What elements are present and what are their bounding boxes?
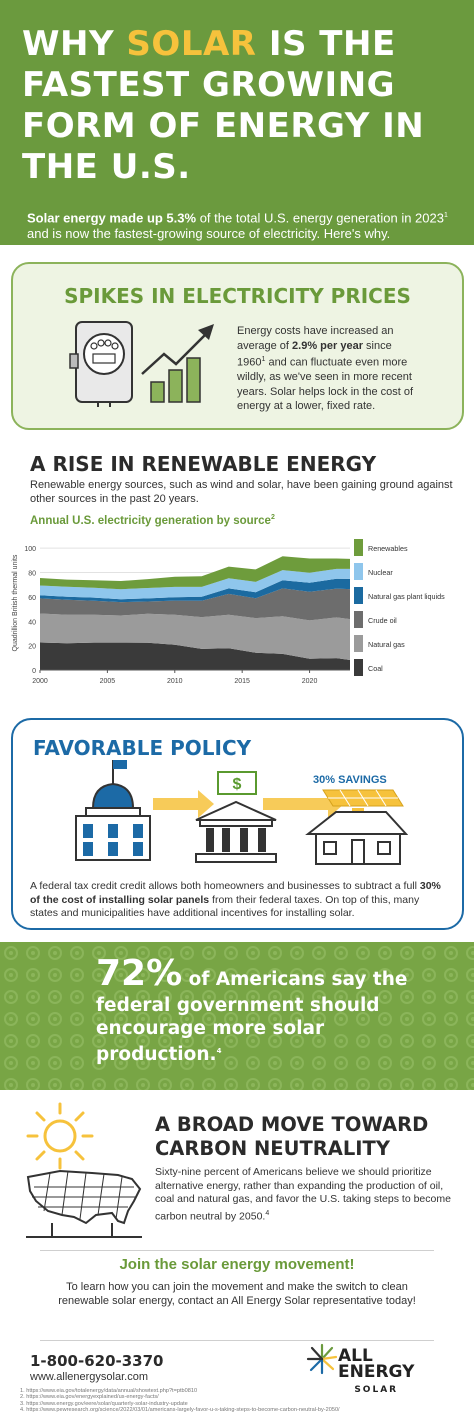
- company-logo: ALL ENERGY SOLAR: [338, 1348, 414, 1398]
- series-area-coal: [40, 642, 350, 670]
- logo-text: SOLAR: [354, 1385, 399, 1395]
- references: 1. https://www.eia.gov/totalenergy/data/…: [20, 1388, 460, 1414]
- y-tick-label: 0: [32, 668, 36, 675]
- legend-label: Natural gas: [368, 640, 405, 649]
- policy-flow-illustration: $: [75, 760, 408, 865]
- electricity-generation-chart: 0 20 40 60 80 100 2000 2005 2010 2015 2020 Quadrill…: [12, 539, 445, 685]
- footnote-ref: 1: [443, 212, 448, 219]
- subtitle-bold: Solar energy made up 5.3%: [27, 210, 197, 226]
- subtitle-text: of the total U.S. energy generation in 2…: [196, 210, 444, 226]
- statistic-band: 72% of Americans say the federal governm…: [0, 942, 474, 1090]
- arrow-icon: [153, 790, 214, 818]
- x-tick-label: 2005: [100, 678, 116, 685]
- legend-swatch: [354, 563, 363, 580]
- y-axis-label: Quadrillion British thermal units: [12, 554, 19, 651]
- statistic-percent: 72%: [96, 953, 183, 994]
- x-tick-label: 2000: [32, 678, 48, 685]
- text-bold: 2.9% per year: [292, 339, 363, 352]
- divider: [40, 1250, 434, 1251]
- subtitle-text: and is now the fastest-growing source of…: [27, 226, 391, 242]
- text-part: Energy costs have increased an average o…: [237, 325, 394, 352]
- series-area-natural-gas: [40, 613, 350, 660]
- series-area-nuclear: [40, 568, 350, 600]
- text-part: since 1960: [237, 339, 392, 369]
- carbon-text: Sixty-nine percent of Americans believe …: [155, 1166, 455, 1224]
- reference-item[interactable]: 4. https://www.pewresearch.org/science/2…: [20, 1407, 340, 1414]
- y-tick-label: 40: [28, 619, 36, 626]
- legend-label: Coal: [368, 664, 383, 673]
- x-tick-label: 2010: [167, 678, 183, 685]
- favorable-policy-card: FAVORABLE POLICY 30% SAVINGS $: [11, 718, 464, 930]
- reference-item[interactable]: 1. https://www.eia.gov/totalenergy/data/…: [20, 1388, 198, 1394]
- section-title: A BROAD MOVE TOWARD CARBON NEUTRALITY: [155, 1113, 429, 1160]
- x-tick-label: 2020: [302, 678, 318, 685]
- legend-swatch: [354, 587, 363, 604]
- x-tick-label: 2015: [234, 678, 250, 685]
- statistic-text: 72% of Americans say the federal governm…: [96, 954, 456, 1066]
- legend-label: Natural gas plant liquids: [368, 592, 445, 601]
- footnote-ref: 4: [216, 1047, 222, 1055]
- chart-title: Annual U.S. electricity generation by so…: [30, 514, 275, 527]
- policy-text: A federal tax credit credit allows both …: [30, 880, 450, 921]
- capitol-icon: [75, 760, 151, 861]
- legend-label: Nuclear: [368, 568, 393, 577]
- series-area-renewables: [40, 556, 350, 590]
- legend-swatch: [354, 659, 363, 676]
- sun-icon: [26, 1102, 94, 1170]
- bank-icon: $: [195, 771, 277, 863]
- series-area-crude-oil: [40, 588, 350, 621]
- svg-text:$: $: [233, 776, 242, 793]
- series-area-natural-gas-plant-liquids: [40, 578, 350, 603]
- title-part: IS THE FASTEST GROWING FORM OF ENERGY IN…: [22, 24, 425, 187]
- y-tick-label: 60: [28, 595, 36, 602]
- legend-label: Crude oil: [368, 616, 397, 625]
- phone-number[interactable]: 1-800-620-3370: [30, 1352, 164, 1370]
- logo-text: ALL: [338, 1346, 373, 1366]
- reference-item[interactable]: 3. https://www.energy.gov/eere/solar/qua…: [20, 1400, 188, 1407]
- electric-meter-growth-icon: [69, 321, 214, 407]
- house-icon: [305, 811, 408, 865]
- hero-banner: WHY SOLAR IS THE FASTEST GROWING FORM OF…: [0, 0, 474, 245]
- text-part: A federal tax credit credit allows both …: [30, 880, 420, 892]
- solar-panel-icon: [322, 789, 404, 807]
- section-title: SPIKES IN ELECTRICITY PRICES: [64, 284, 411, 308]
- footnote-ref: 4: [265, 1209, 270, 1217]
- cta-text: To learn how you can join the movement a…: [58, 1281, 416, 1307]
- electricity-prices-card: SPIKES IN ELECTRICITY PRICES Energy cost…: [11, 262, 464, 430]
- logo-sunburst-icon: [306, 1343, 338, 1375]
- footnote-ref: 2: [270, 514, 275, 521]
- reference-item[interactable]: 2. https://www.eia.gov/energyexplained/u…: [20, 1394, 159, 1401]
- legend-label: Renewables: [368, 544, 408, 553]
- legend-swatch: [354, 635, 363, 652]
- cta-title: Join the solar energy movement!: [119, 1256, 355, 1273]
- statistic-rest: of Americans say the federal government …: [96, 969, 408, 1066]
- section-description: Renewable energy sources, such as wind a…: [30, 479, 453, 505]
- text-part: from their federal taxes. On top of this…: [30, 893, 420, 920]
- prices-text: Energy costs have increased an average o…: [237, 324, 417, 414]
- footnote-ref: 1: [261, 356, 266, 363]
- y-tick-label: 80: [28, 571, 36, 578]
- us-map-solar-grid-icon: [26, 1169, 142, 1238]
- y-tick-label: 20: [28, 644, 36, 651]
- section-title: A RISE IN RENEWABLE ENERGY: [30, 452, 377, 476]
- page-title: WHY SOLAR IS THE FASTEST GROWING FORM OF…: [22, 24, 462, 188]
- y-tick-label: 100: [24, 546, 36, 553]
- text-bold: 30% of the cost of installing solar pane…: [30, 880, 441, 906]
- hero-subtitle: Solar energy made up 5.3% of the total U…: [27, 208, 462, 242]
- text-part: Sixty-nine percent of Americans believe …: [155, 1166, 451, 1222]
- savings-label: 30% SAVINGS: [313, 774, 387, 786]
- divider: [40, 1340, 434, 1341]
- legend-swatch: [354, 539, 363, 556]
- pattern-background: [0, 942, 474, 1090]
- website-link[interactable]: www.allenergysolar.com: [30, 1371, 148, 1383]
- arrow-icon: [263, 790, 344, 818]
- text-part: and can fluctuate even more wildly, as w…: [237, 356, 414, 413]
- title-part: WHY: [22, 24, 127, 64]
- section-title: FAVORABLE POLICY: [33, 736, 252, 760]
- title-highlight: SOLAR: [126, 24, 257, 64]
- logo-text: ENERGY: [338, 1362, 415, 1382]
- chart-title-text: Annual U.S. electricity generation by so…: [30, 514, 271, 527]
- legend-swatch: [354, 611, 363, 628]
